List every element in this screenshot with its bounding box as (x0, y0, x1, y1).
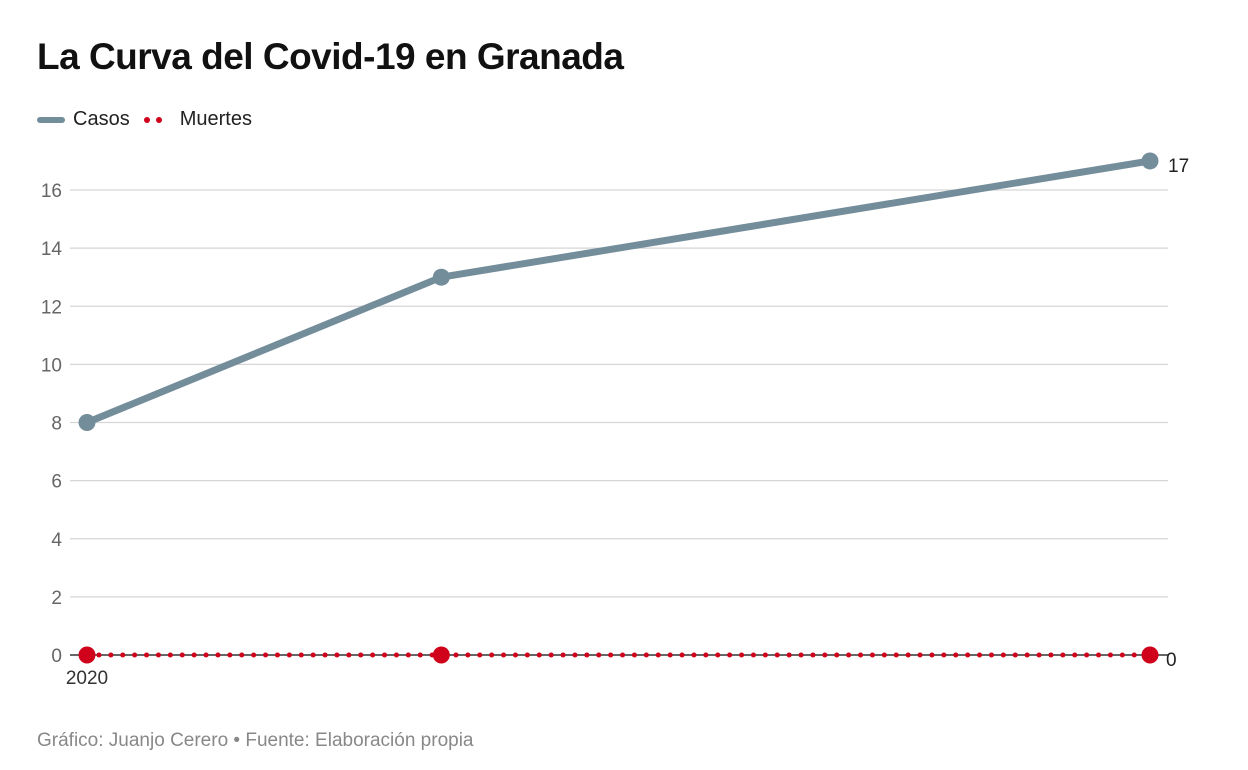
data-point-casos (78, 414, 96, 431)
chart-title: La Curva del Covid-19 en Granada (37, 36, 624, 77)
legend-label-casos: Casos (73, 108, 130, 130)
chart-footer: Gráfico: Juanjo Cerero • Fuente: Elabora… (37, 730, 474, 751)
data-point-casos (432, 268, 450, 286)
y-tick-label: 4 (51, 530, 62, 551)
data-point-casos (1141, 152, 1159, 170)
data-point-muertes (432, 646, 450, 664)
y-tick-label: 2 (51, 588, 62, 609)
y-tick-label: 12 (41, 297, 62, 318)
y-tick-label: 16 (41, 181, 62, 202)
y-tick-label: 8 (51, 414, 62, 435)
y-tick-label: 14 (41, 239, 63, 260)
legend: Casos Muertes (37, 108, 252, 131)
end-label-muertes: 0 (1166, 650, 1177, 671)
y-tick-label: 6 (51, 472, 62, 493)
x-tick-label: 2020 (66, 668, 108, 689)
y-tick-label: 10 (41, 355, 62, 376)
end-label-casos: 17 (1168, 156, 1189, 177)
legend-swatch-casos (37, 116, 65, 123)
data-point-muertes (1141, 646, 1159, 664)
legend-swatch-muertes (143, 116, 166, 123)
series-line-casos (83, 157, 1154, 426)
y-tick-label: 0 (51, 646, 62, 667)
legend-label-muertes: Muertes (179, 108, 252, 130)
data-point-muertes (78, 646, 96, 664)
